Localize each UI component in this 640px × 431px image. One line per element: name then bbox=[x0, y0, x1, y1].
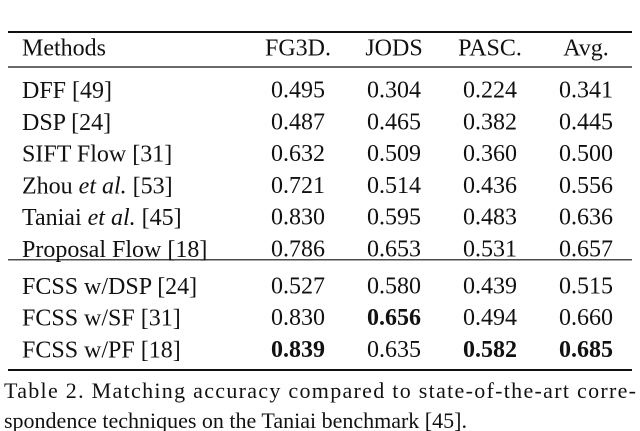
value-cell: 0.500 bbox=[559, 141, 613, 167]
header-cell: Methods bbox=[22, 36, 106, 62]
method-cell: FCSS w/SF [31] bbox=[22, 305, 181, 331]
value-cell: 0.483 bbox=[463, 205, 517, 231]
caption-line: spondence techniques on the Taniai bench… bbox=[4, 408, 467, 431]
value-cell: 0.341 bbox=[559, 78, 613, 104]
value-cell: 0.304 bbox=[367, 78, 421, 104]
value-cell: 0.830 bbox=[271, 205, 325, 231]
header-cell: JODS bbox=[365, 36, 422, 62]
method-cell: DSP [24] bbox=[22, 109, 111, 135]
value-cell: 0.721 bbox=[271, 173, 325, 199]
value-cell: 0.360 bbox=[463, 141, 517, 167]
method-part: FCSS w/DSP [24] bbox=[22, 273, 197, 299]
method-part: Proposal Flow [18] bbox=[22, 237, 207, 263]
method-part: DSP [24] bbox=[22, 109, 111, 135]
value-cell: 0.494 bbox=[463, 305, 517, 331]
value-cell: 0.495 bbox=[271, 78, 325, 104]
value-cell: 0.436 bbox=[463, 173, 517, 199]
method-part: Taniai bbox=[22, 205, 88, 231]
method-cell: FCSS w/PF [18] bbox=[22, 337, 181, 363]
value-cell: 0.632 bbox=[271, 141, 325, 167]
value-cell: 0.786 bbox=[271, 237, 325, 263]
method-cell: Zhou et al. [53] bbox=[22, 173, 173, 199]
value-cell: 0.439 bbox=[463, 273, 517, 299]
value-cell: 0.582 bbox=[463, 337, 517, 363]
value-cell: 0.556 bbox=[559, 173, 613, 199]
value-cell: 0.653 bbox=[367, 237, 421, 263]
value-cell: 0.636 bbox=[559, 205, 613, 231]
caption-line: Table 2. Matching accuracy compared to s… bbox=[4, 378, 636, 403]
method-part: SIFT Flow [31] bbox=[22, 141, 172, 167]
method-part: FCSS w/SF [31] bbox=[22, 305, 181, 331]
header-cell: FG3D. bbox=[265, 36, 331, 62]
value-cell: 0.839 bbox=[271, 337, 325, 363]
method-cell: SIFT Flow [31] bbox=[22, 141, 172, 167]
method-cell: FCSS w/DSP [24] bbox=[22, 273, 197, 299]
method-part: FCSS w/PF [18] bbox=[22, 337, 181, 363]
method-part: Zhou bbox=[22, 173, 79, 199]
value-cell: 0.514 bbox=[367, 173, 421, 199]
value-cell: 0.685 bbox=[559, 337, 613, 363]
value-cell: 0.656 bbox=[367, 305, 421, 331]
header-cell: PASC. bbox=[458, 36, 522, 62]
method-part: [45] bbox=[136, 205, 182, 231]
value-cell: 0.531 bbox=[463, 237, 517, 263]
value-cell: 0.509 bbox=[367, 141, 421, 167]
value-cell: 0.830 bbox=[271, 305, 325, 331]
method-part: [53] bbox=[127, 173, 173, 199]
method-part: et al. bbox=[79, 173, 127, 199]
method-cell: DFF [49] bbox=[22, 78, 112, 104]
value-cell: 0.445 bbox=[559, 109, 613, 135]
header-cell: Avg. bbox=[563, 36, 609, 62]
value-cell: 0.595 bbox=[367, 205, 421, 231]
value-cell: 0.580 bbox=[367, 273, 421, 299]
value-cell: 0.224 bbox=[463, 78, 517, 104]
method-part: DFF [49] bbox=[22, 78, 112, 104]
method-part: et al. bbox=[88, 205, 136, 231]
value-cell: 0.657 bbox=[559, 237, 613, 263]
value-cell: 0.465 bbox=[367, 109, 421, 135]
method-cell: Taniai et al. [45] bbox=[22, 205, 182, 231]
value-cell: 0.660 bbox=[559, 305, 613, 331]
method-cell: Proposal Flow [18] bbox=[22, 237, 207, 263]
value-cell: 0.487 bbox=[271, 109, 325, 135]
value-cell: 0.635 bbox=[367, 337, 421, 363]
value-cell: 0.527 bbox=[271, 273, 325, 299]
value-cell: 0.515 bbox=[559, 273, 613, 299]
value-cell: 0.382 bbox=[463, 109, 517, 135]
